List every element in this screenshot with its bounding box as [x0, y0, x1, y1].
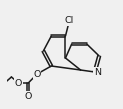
Text: O: O — [25, 91, 32, 100]
Text: O: O — [33, 70, 41, 78]
Text: N: N — [94, 67, 101, 77]
Text: Cl: Cl — [64, 16, 74, 25]
Text: O: O — [15, 78, 22, 88]
